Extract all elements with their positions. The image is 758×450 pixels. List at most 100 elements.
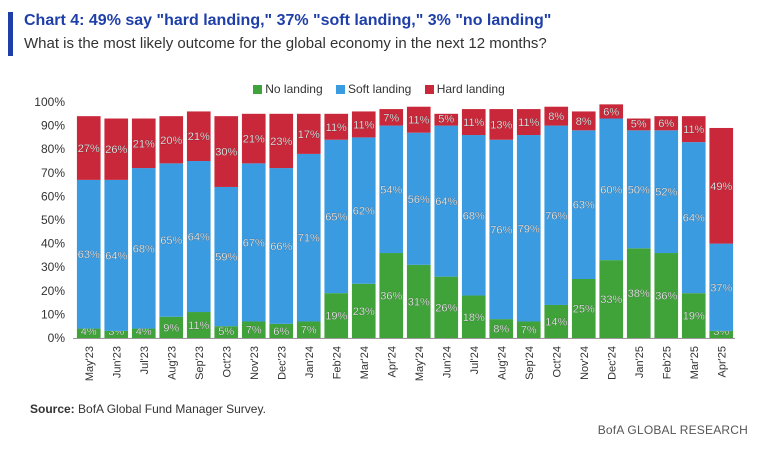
data-label: 63% xyxy=(78,249,100,261)
data-label: 5% xyxy=(218,326,234,338)
bar-segment xyxy=(544,304,569,338)
bar-segment xyxy=(434,113,459,126)
bar-segment xyxy=(461,109,486,136)
bar-segment xyxy=(351,111,376,138)
data-label: 8% xyxy=(576,116,592,128)
bar-segment xyxy=(544,106,569,126)
data-label: 21% xyxy=(243,134,265,146)
data-label: 8% xyxy=(493,324,509,336)
data-label: 5% xyxy=(631,118,647,130)
legend: No landing Soft landing Hard landing xyxy=(0,82,758,96)
bar-segment xyxy=(571,279,596,338)
bar-segment xyxy=(516,109,541,136)
bar-segment xyxy=(351,283,376,338)
x-tick-label: Jan'24 xyxy=(304,346,316,378)
bar-segment xyxy=(516,321,541,338)
bar-segment xyxy=(296,153,321,322)
data-label: 7% xyxy=(301,325,317,337)
data-label: 76% xyxy=(490,224,512,236)
data-label: 63% xyxy=(573,200,595,212)
data-label: 66% xyxy=(270,241,292,253)
x-tick-label: Apr'25 xyxy=(716,346,728,377)
data-label: 18% xyxy=(463,312,485,324)
bar-segment xyxy=(379,109,404,126)
x-tick-label: Jun'23 xyxy=(111,346,123,378)
data-label: 9% xyxy=(163,322,179,334)
bar-segment xyxy=(351,137,376,284)
bar-segment xyxy=(571,111,596,131)
x-tick-label: Feb'25 xyxy=(661,346,673,379)
data-label: 64% xyxy=(683,213,705,225)
x-tick-label: Jan'25 xyxy=(634,346,646,378)
x-tick-label: Nov'24 xyxy=(579,346,591,380)
data-label: 20% xyxy=(160,135,182,147)
bar-segment xyxy=(571,130,596,279)
bar-segment xyxy=(241,113,266,164)
data-label: 49% xyxy=(710,181,732,193)
bar-segment xyxy=(599,260,624,338)
x-tick-label: Jun'24 xyxy=(441,346,453,378)
y-tick-label: 10% xyxy=(41,307,65,321)
data-label: 64% xyxy=(188,232,210,244)
source-label: Source: xyxy=(30,402,75,416)
data-label: 64% xyxy=(105,250,127,262)
bar-segment xyxy=(76,328,101,338)
data-label: 7% xyxy=(383,112,399,124)
data-label: 31% xyxy=(408,296,430,308)
data-label: 23% xyxy=(353,306,375,318)
data-label: 11% xyxy=(353,119,374,131)
data-label: 68% xyxy=(133,243,155,255)
x-tick-label: Sep'23 xyxy=(194,346,206,380)
legend-label: Soft landing xyxy=(347,82,412,96)
data-label: 14% xyxy=(545,316,567,328)
data-label: 26% xyxy=(435,302,457,314)
data-label: 62% xyxy=(353,206,375,218)
y-tick-label: 50% xyxy=(41,213,65,227)
x-tick-label: Jul'24 xyxy=(469,346,481,374)
y-tick-label: 100% xyxy=(34,95,65,109)
x-tick-label: Aug'24 xyxy=(496,346,508,380)
data-label: 7% xyxy=(246,325,262,337)
source-text: BofA Global Fund Manager Survey. xyxy=(78,402,266,416)
data-label: 52% xyxy=(655,187,677,199)
chart-subtitle: What is the most likely outcome for the … xyxy=(24,35,547,52)
data-label: 36% xyxy=(655,291,677,303)
bar-segment xyxy=(406,132,431,265)
data-label: 13% xyxy=(490,119,512,131)
data-label: 11% xyxy=(188,320,209,332)
data-label: 5% xyxy=(438,114,454,126)
bar-segment xyxy=(406,264,431,338)
x-tick-label: May'23 xyxy=(84,346,96,381)
data-label: 27% xyxy=(78,143,100,155)
data-label: 50% xyxy=(628,184,650,196)
data-label: 76% xyxy=(545,210,567,222)
data-label: 23% xyxy=(270,136,292,148)
legend-item-no-landing: No landing xyxy=(253,82,323,96)
bar-segment xyxy=(709,243,734,331)
bar-segment xyxy=(406,106,431,133)
bar-segment xyxy=(269,113,294,169)
y-tick-label: 90% xyxy=(41,119,65,133)
data-label: 19% xyxy=(325,311,347,323)
bar-segment xyxy=(434,125,459,277)
data-label: 6% xyxy=(273,326,289,338)
x-tick-label: Jul'23 xyxy=(139,346,151,374)
y-tick-label: 20% xyxy=(41,284,65,298)
bar-segment xyxy=(131,168,156,329)
x-tick-label: Nov'23 xyxy=(249,346,261,380)
data-label: 38% xyxy=(628,288,650,300)
bar-segment xyxy=(104,330,129,338)
bar-segment xyxy=(324,139,349,294)
bar-segment xyxy=(654,116,679,131)
bar-segment xyxy=(131,118,156,169)
bar-segment xyxy=(296,321,321,338)
bar-segment xyxy=(186,312,211,338)
x-tick-label: Sep'24 xyxy=(524,346,536,380)
legend-swatch xyxy=(424,85,434,94)
bar-segment xyxy=(461,295,486,338)
bar-segment xyxy=(599,104,624,119)
bar-segment xyxy=(241,163,266,322)
data-label: 67% xyxy=(243,237,265,249)
y-tick-label: 80% xyxy=(41,142,65,156)
